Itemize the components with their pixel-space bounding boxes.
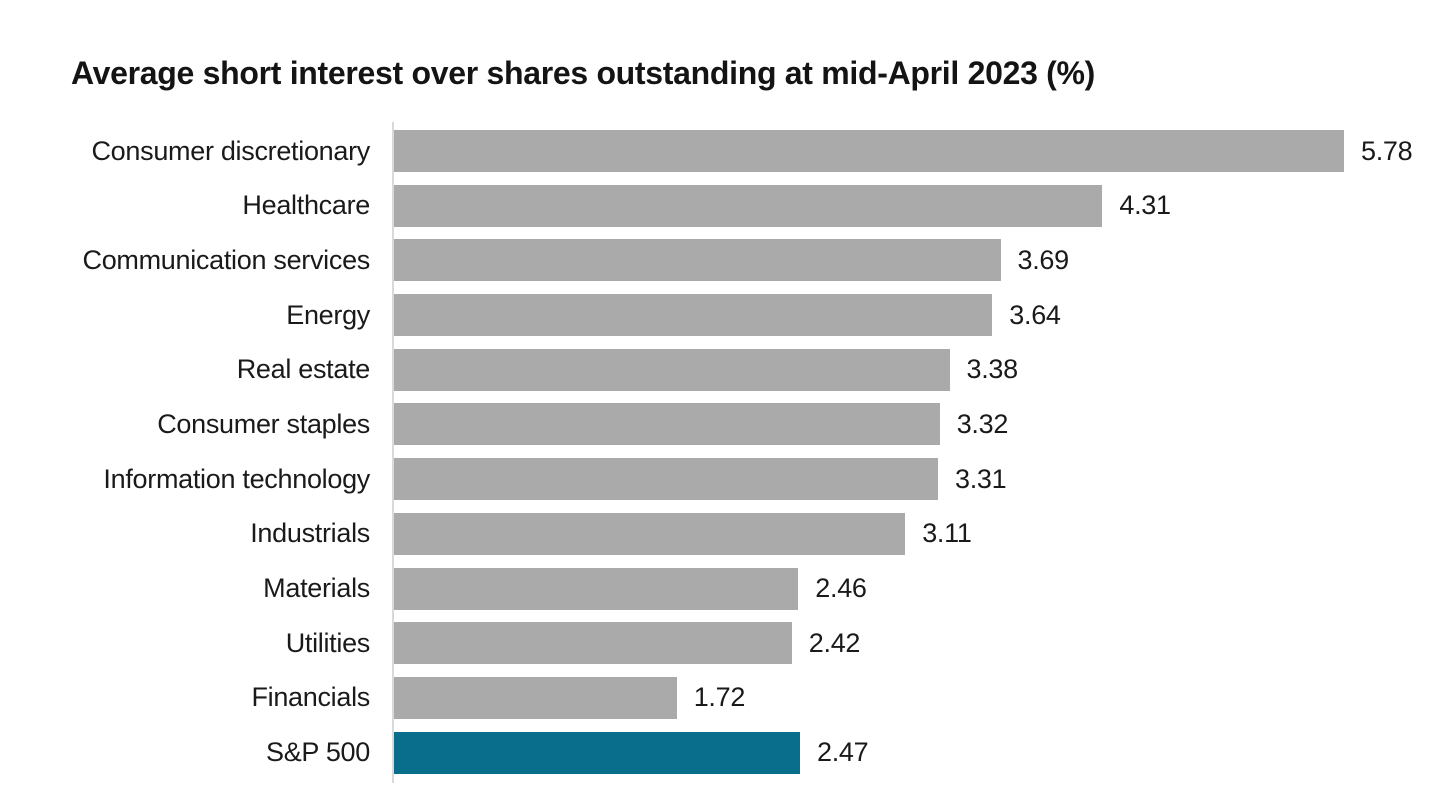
value-label: 3.31 bbox=[955, 463, 1007, 494]
bar-row: Energy 3.64 bbox=[0, 294, 1439, 337]
value-label: 3.69 bbox=[1017, 244, 1070, 275]
bar-row: Information technology 3.31 bbox=[0, 458, 1439, 501]
bar bbox=[394, 130, 1344, 172]
category-label: Utilities bbox=[285, 627, 371, 658]
bar bbox=[394, 622, 792, 665]
y-axis-baseline bbox=[392, 122, 394, 783]
category-label: Financials bbox=[251, 682, 370, 713]
value-label: 2.42 bbox=[808, 627, 861, 658]
value-label: 5.78 bbox=[1361, 135, 1413, 166]
bar-row: Communication services 3.69 bbox=[0, 239, 1439, 282]
bar-row: Financials 1.72 bbox=[0, 676, 1439, 719]
bar bbox=[394, 676, 677, 719]
bar bbox=[394, 239, 1001, 282]
bar bbox=[394, 294, 993, 337]
bar-row: Healthcare 4.31 bbox=[0, 184, 1439, 227]
category-label: Energy bbox=[286, 299, 370, 330]
category-label: Healthcare bbox=[242, 190, 370, 221]
bar-row: Materials 2.46 bbox=[0, 567, 1439, 610]
category-label: Information technology bbox=[103, 463, 370, 494]
bar bbox=[394, 184, 1103, 227]
bar-row: Consumer discretionary 5.78 bbox=[0, 130, 1439, 172]
bar bbox=[394, 567, 799, 610]
category-label: S&P 500 bbox=[266, 737, 370, 768]
category-label: Industrials bbox=[250, 518, 370, 549]
bar bbox=[394, 403, 940, 446]
category-label: Communication services bbox=[82, 244, 371, 275]
value-label: 3.32 bbox=[956, 408, 1009, 439]
bar bbox=[394, 348, 950, 391]
bar-row: Utilities 2.42 bbox=[0, 622, 1439, 665]
bar-row: Industrials 3.11 bbox=[0, 512, 1439, 555]
bar-row: Real estate 3.38 bbox=[0, 348, 1439, 391]
bar-rows: Consumer discretionary 5.78 Healthcare 4.31… bbox=[0, 130, 1439, 774]
bar-highlight bbox=[394, 731, 800, 774]
bar-row: Consumer staples 3.32 bbox=[0, 403, 1439, 446]
bar bbox=[394, 512, 906, 555]
value-label: 1.72 bbox=[693, 682, 746, 713]
plot-area: Consumer discretionary 5.78 Healthcare 4.31… bbox=[0, 122, 1439, 783]
value-label: 3.11 bbox=[922, 518, 972, 549]
value-label: 2.46 bbox=[815, 573, 867, 603]
value-label: 3.64 bbox=[1009, 299, 1061, 330]
category-label: Real estate bbox=[236, 354, 371, 385]
value-label: 4.31 bbox=[1119, 190, 1171, 221]
value-label: 3.38 bbox=[966, 354, 1019, 385]
value-label: 2.47 bbox=[817, 737, 869, 768]
category-label: Consumer discretionary bbox=[91, 135, 370, 166]
category-label: Materials bbox=[263, 573, 370, 603]
category-label: Consumer staples bbox=[157, 408, 370, 439]
bar-row: S&P 500 2.47 bbox=[0, 731, 1439, 774]
bar bbox=[394, 458, 938, 501]
chart-title: Average short interest over shares outst… bbox=[71, 55, 1096, 91]
